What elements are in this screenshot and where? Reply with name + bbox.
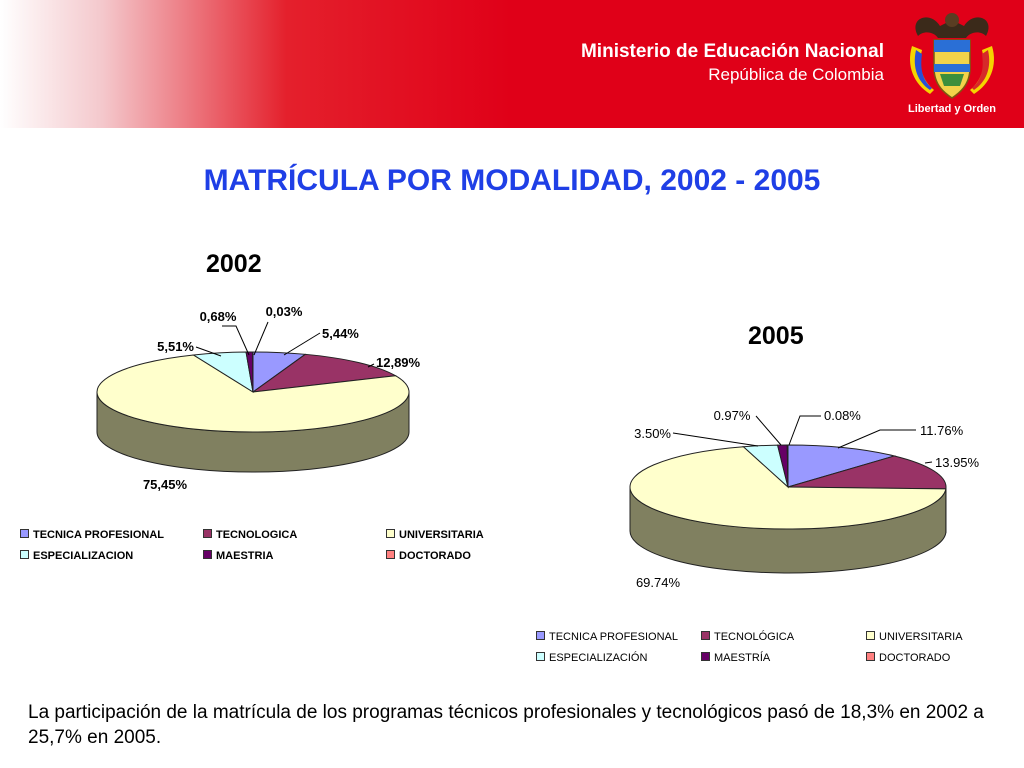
legend-item-especializacion: ESPECIALIZACION — [20, 549, 133, 563]
legend-swatch-doctorado — [866, 652, 875, 661]
ministry-name: Ministerio de Educación Nacional — [580, 41, 884, 62]
legend-item-especializacion: ESPECIALIZACIÓN — [536, 651, 647, 665]
legend-swatch-maestria — [701, 652, 710, 661]
slide-title: MATRÍCULA POR MODALIDAD, 2002 - 2005 — [203, 164, 821, 197]
legend-label-maestria: MAESTRIA — [216, 550, 274, 562]
legend-label-tecnica-profesional: TECNICA PROFESIONAL — [549, 631, 678, 643]
caption-text: La participación de la matrícula de los … — [28, 702, 984, 748]
pie-slice-tecnica-profesional — [787, 444, 897, 488]
pie-slice-doctorado — [786, 444, 789, 488]
legend-item-doctorado: DOCTORADO — [866, 651, 950, 665]
legend-item-doctorado: DOCTORADO — [386, 549, 471, 563]
legend-2005: TECNICA PROFESIONAL TECNOLÓGICA UNIVERSITA… — [536, 630, 1016, 670]
legend-item-tecnica-profesional: TECNICA PROFESIONAL — [536, 630, 678, 644]
data-label-doctorado: 0.08% — [824, 408, 861, 423]
legend-label-especializacion: ESPECIALIZACIÓN — [549, 652, 648, 664]
data-label-especializacion: 5,51% — [157, 339, 194, 354]
leader-line-tecnologica — [367, 363, 375, 368]
pie-slice-universitaria — [96, 354, 410, 433]
legend-swatch-especializacion — [20, 550, 29, 559]
svg-text:Libertad y Orden: Libertad y Orden — [908, 103, 996, 115]
data-label-maestria: 0,68% — [200, 309, 237, 324]
legend-label-tecnologica: TECNOLOGICA — [216, 529, 298, 541]
legend-swatch-tecnica-profesional — [20, 529, 29, 538]
legend-item-maestria: MAESTRÍA — [701, 651, 770, 665]
legend-swatch-maestria — [203, 550, 212, 559]
leader-line-especializacion — [195, 346, 222, 357]
leader-line-maestria — [755, 415, 782, 446]
legend-label-doctorado: DOCTORADO — [399, 550, 471, 562]
leader-line-tecnologica — [924, 461, 933, 464]
pie-slice-universitaria — [629, 446, 947, 530]
leader-line-tecnica-profesional — [837, 429, 916, 449]
legend-swatch-universitaria — [386, 529, 395, 538]
legend-label-doctorado: DOCTORADO — [879, 652, 951, 664]
legend-label-universitaria: UNIVERSITARIA — [879, 631, 963, 643]
data-label-tecnologica: 13.95% — [935, 455, 980, 470]
legend-label-universitaria: UNIVERSITARIA — [399, 529, 484, 541]
legend-label-tecnica-profesional: TECNICA PROFESIONAL — [33, 529, 164, 541]
legend-label-especializacion: ESPECIALIZACION — [33, 550, 134, 562]
legend-item-tecnologica: TECNOLÓGICA — [701, 630, 794, 644]
country-name: República de Colombia — [708, 65, 884, 84]
data-label-universitaria: 69.74% — [636, 575, 681, 590]
legend-label-maestria: MAESTRÍA — [714, 652, 771, 664]
data-label-universitaria: 75,45% — [143, 477, 188, 492]
leader-line-especializacion — [672, 432, 759, 447]
chart-title-2002: 2002 — [206, 250, 262, 278]
data-label-especializacion: 3.50% — [634, 426, 671, 441]
data-label-doctorado: 0,03% — [266, 304, 303, 319]
legend-item-universitaria: UNIVERSITARIA — [386, 528, 484, 542]
legend-item-tecnologica: TECNOLOGICA — [203, 528, 297, 542]
leader-line-maestria — [222, 325, 250, 356]
data-label-tecnica-profesional: 11.76% — [920, 423, 964, 438]
legend-swatch-tecnica-profesional — [536, 631, 545, 640]
legend-2002: TECNICA PROFESIONAL TECNOLOGICA UNIVERSITA… — [20, 528, 520, 568]
chart-title-2005: 2005 — [748, 322, 804, 350]
pie-slice-tecnologica — [251, 353, 398, 393]
leader-line-tecnica-profesional — [283, 332, 321, 356]
header-banner — [0, 0, 1024, 128]
leader-line-doctorado — [253, 321, 269, 356]
legend-swatch-especializacion — [536, 652, 545, 661]
pie-slice-tecnologica — [787, 455, 947, 490]
legend-swatch-universitaria — [866, 631, 875, 640]
legend-item-maestria: MAESTRIA — [203, 549, 273, 563]
data-label-maestria: 0.97% — [714, 408, 751, 423]
ministry-block: Ministerio de Educación Nacional Repúbli… — [581, 40, 884, 86]
coat-of-arms-icon: Libertad y Orden — [908, 13, 996, 115]
leader-line-doctorado — [788, 415, 821, 446]
legend-label-tecnologica: TECNOLÓGICA — [714, 631, 795, 643]
legend-swatch-doctorado — [386, 550, 395, 559]
legend-swatch-tecnologica — [701, 631, 710, 640]
data-label-tecnica-profesional: 5,44% — [322, 326, 359, 341]
legend-item-tecnica-profesional: TECNICA PROFESIONAL — [20, 528, 164, 542]
data-label-tecnologica: 12,89% — [376, 355, 421, 370]
legend-swatch-tecnologica — [203, 529, 212, 538]
legend-item-universitaria: UNIVERSITARIA — [866, 630, 963, 644]
